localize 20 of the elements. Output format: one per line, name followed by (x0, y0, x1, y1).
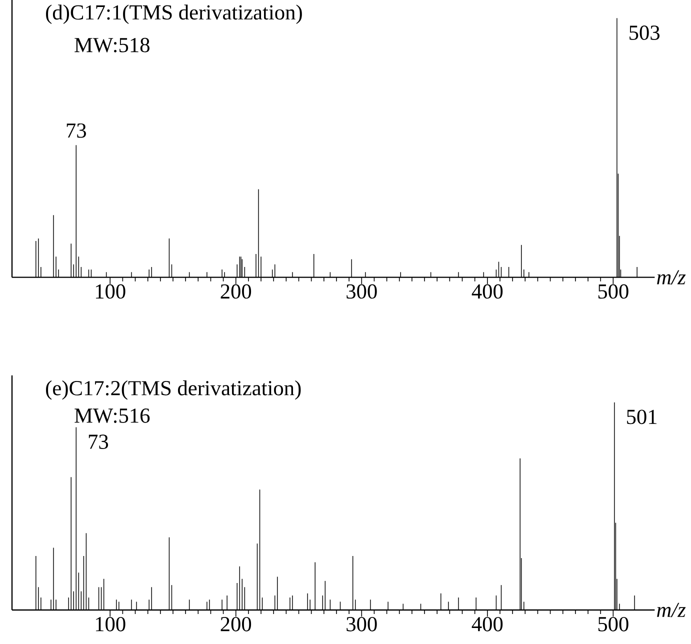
chart-title: (e)C17:2(TMS derivatization) (46, 380, 301, 400)
x-tick-label: 200 (220, 284, 252, 299)
annotation: 73 (88, 434, 108, 449)
x-tick-label: 300 (346, 284, 377, 299)
x-tick-label: 400 (472, 284, 503, 299)
x-tick-label: 400 (472, 616, 503, 632)
annotation: 73 (66, 123, 86, 138)
annotation: 501 (627, 410, 657, 424)
x-tick-label: 100 (96, 616, 126, 632)
x-axis-title: m/z (657, 270, 686, 284)
x-tick-label: 500 (598, 284, 628, 299)
annotation: 503 (630, 26, 660, 40)
x-tick-label: 300 (346, 616, 377, 632)
x-axis-title: m/z (657, 602, 686, 618)
x-tick-label: 500 (598, 616, 628, 632)
chart-title: (d)C17:1(TMS derivatization) (46, 4, 302, 24)
annotation: MW:516 (74, 408, 150, 423)
annotation: MW:518 (74, 38, 150, 52)
x-tick-label: 100 (96, 284, 126, 299)
x-tick-label: 200 (220, 616, 252, 632)
